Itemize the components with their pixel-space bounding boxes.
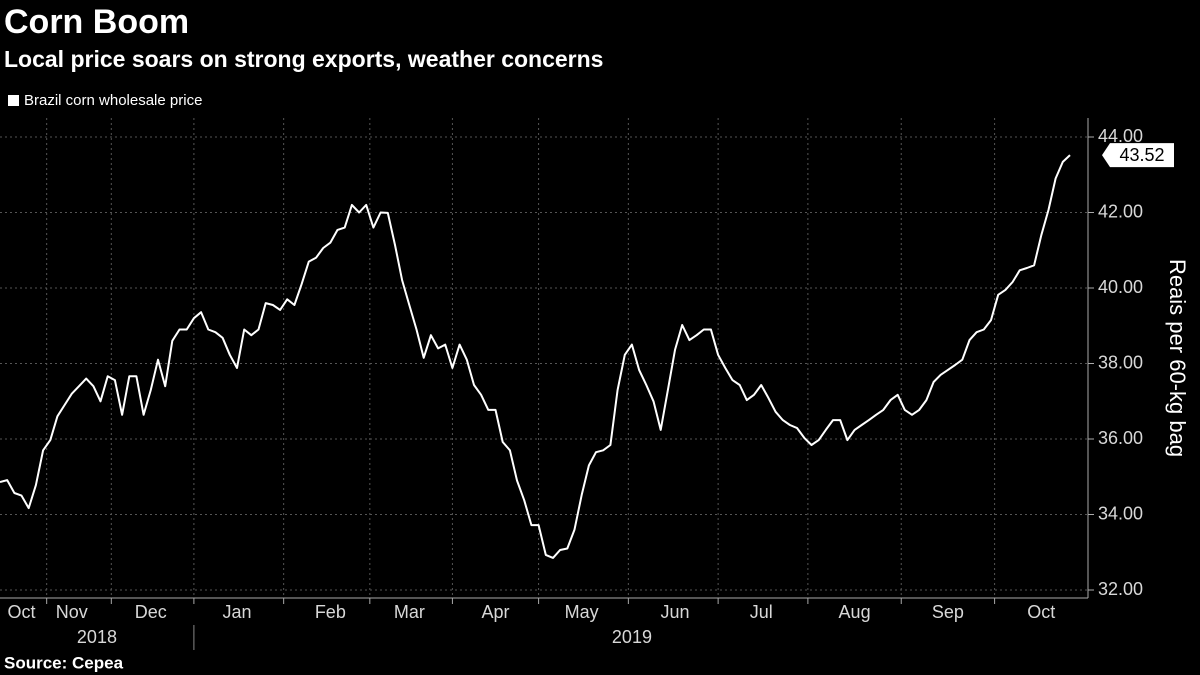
y-tick-label: 32.00 (1098, 579, 1143, 599)
x-tick-label: Mar (394, 602, 425, 622)
y-tick-label: 40.00 (1098, 277, 1143, 297)
legend-swatch (8, 95, 19, 106)
year-label: 2019 (612, 627, 652, 647)
y-tick-label: 44.00 (1098, 126, 1143, 146)
x-tick-label: Oct (8, 602, 36, 622)
x-tick-label: Jul (750, 602, 773, 622)
x-tick-label: May (565, 602, 599, 622)
x-tick-label: Aug (839, 602, 871, 622)
legend-label: Brazil corn wholesale price (24, 92, 202, 109)
last-value-box (1102, 143, 1174, 168)
x-tick-label: Feb (315, 602, 346, 622)
y-axis-label: Reais per 60-kg bag (1165, 259, 1190, 457)
year-label: 2018 (77, 627, 117, 647)
y-tick-label: 36.00 (1098, 428, 1143, 448)
last-value-label: 43.52 (1119, 145, 1164, 165)
x-tick-label: Jun (661, 602, 690, 622)
chart-title: Corn Boom (4, 3, 189, 41)
x-tick-label: Dec (135, 602, 167, 622)
x-tick-label: Apr (481, 602, 509, 622)
x-tick-label: Oct (1027, 602, 1055, 622)
line-series (0, 154, 1071, 559)
y-tick-label: 42.00 (1098, 201, 1143, 221)
y-tick-label: 34.00 (1098, 503, 1143, 523)
chart-subtitle: Local price soars on strong exports, wea… (4, 46, 603, 72)
x-tick-label: Nov (56, 602, 88, 622)
x-tick-label: Sep (932, 602, 964, 622)
x-tick-label: Jan (222, 602, 251, 622)
source: Source: Cepea (4, 653, 124, 672)
y-tick-label: 38.00 (1098, 352, 1143, 372)
